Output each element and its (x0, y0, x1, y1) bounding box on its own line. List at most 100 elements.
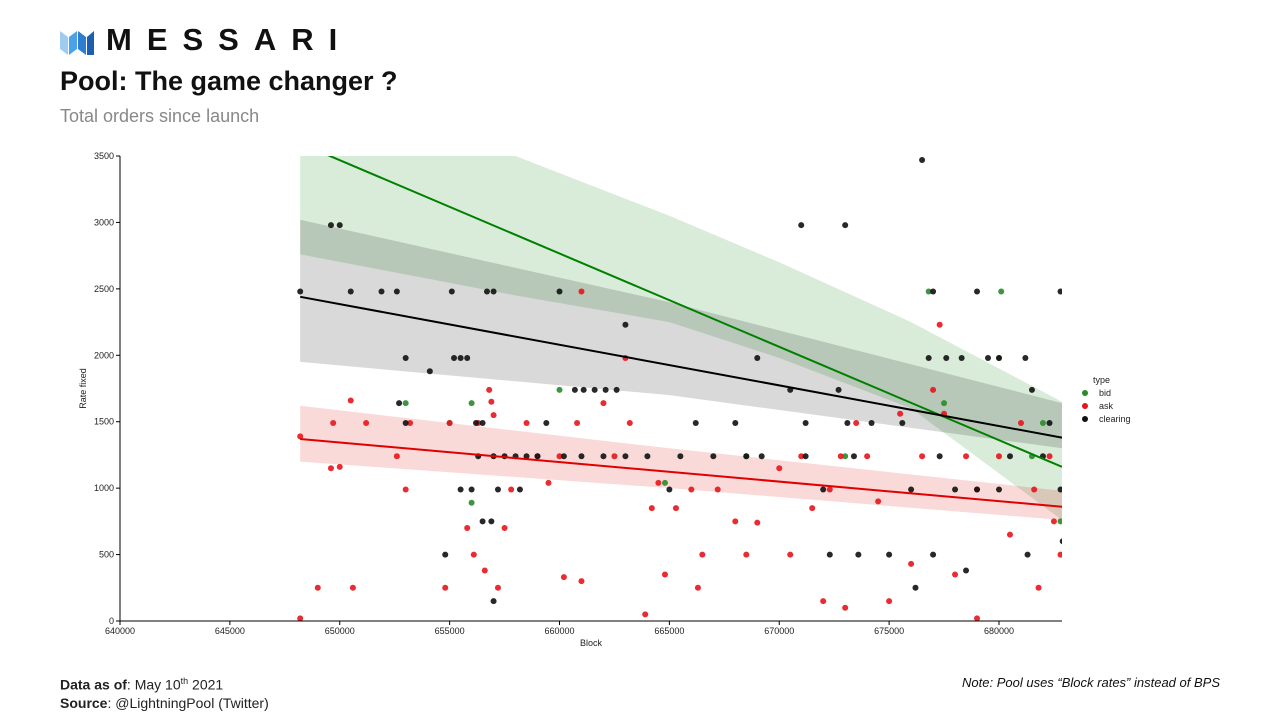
date-label: Data as of (60, 676, 127, 693)
x-tick-label: 665000 (654, 626, 684, 636)
point (600, 400, 607, 407)
point (974, 486, 981, 493)
legend-marker (1082, 416, 1088, 422)
point (850, 453, 857, 460)
point (448, 288, 455, 295)
title: Pool: The game changer ? (60, 66, 398, 96)
point (798, 453, 805, 460)
legend-label: ask (1099, 401, 1114, 411)
point (1039, 420, 1046, 427)
point (556, 386, 563, 393)
point (622, 321, 629, 328)
point (349, 584, 356, 591)
confidence-band (300, 156, 1062, 521)
point (835, 386, 842, 393)
x-axis-label: Block (580, 638, 603, 648)
point (297, 615, 304, 621)
legend-title: type (1093, 375, 1110, 385)
source: @LightningPool (Twitter) (115, 694, 269, 711)
point (472, 420, 479, 427)
point (758, 453, 765, 460)
y-tick-label: 500 (99, 550, 114, 560)
point (488, 518, 495, 525)
y-tick-label: 2500 (94, 284, 114, 294)
point (327, 465, 334, 472)
point (974, 288, 981, 295)
point (998, 288, 1005, 295)
point (963, 567, 970, 574)
point (754, 519, 761, 526)
point (754, 354, 761, 361)
y-tick-label: 3500 (94, 151, 114, 161)
point (1017, 420, 1024, 427)
point (327, 222, 334, 229)
point (314, 584, 321, 591)
point (378, 288, 385, 295)
point (442, 551, 449, 558)
point (490, 288, 497, 295)
point (925, 288, 932, 295)
point (545, 479, 552, 486)
point (930, 288, 937, 295)
point (802, 453, 809, 460)
point (591, 386, 598, 393)
point (677, 453, 684, 460)
point (330, 420, 337, 427)
date-year: 2021 (192, 676, 224, 693)
point (985, 354, 992, 361)
regression-line (300, 437, 1062, 508)
point (602, 386, 609, 393)
point (855, 551, 862, 558)
point (743, 453, 750, 460)
point (464, 525, 471, 531)
point (930, 551, 937, 558)
point (508, 486, 515, 493)
point (820, 598, 827, 605)
point (1057, 288, 1062, 295)
subtitle: Total orders since launch (60, 106, 260, 126)
point (936, 321, 943, 328)
point (1024, 551, 1031, 558)
point (925, 354, 932, 361)
point (930, 386, 937, 393)
point (666, 486, 673, 493)
point (402, 400, 409, 407)
plot-area (297, 156, 1062, 621)
point (297, 433, 304, 440)
point (908, 486, 915, 493)
point (868, 420, 875, 427)
logo: MESSARI (60, 22, 352, 58)
point (483, 288, 490, 295)
point (494, 584, 501, 591)
point (571, 386, 578, 393)
point (543, 420, 550, 427)
point (899, 420, 906, 427)
point (402, 354, 409, 361)
point (402, 420, 409, 427)
point (393, 453, 400, 460)
point (648, 505, 655, 512)
point (1028, 386, 1035, 393)
point (1031, 486, 1038, 493)
point (642, 611, 649, 618)
point (578, 453, 585, 460)
point (710, 453, 717, 460)
point (626, 420, 633, 427)
point (743, 551, 750, 558)
point (578, 578, 585, 585)
point (611, 453, 618, 460)
point (622, 453, 629, 460)
point (941, 400, 948, 407)
point (655, 479, 662, 486)
point (661, 479, 668, 486)
point (672, 505, 679, 512)
point (692, 420, 699, 427)
point (694, 584, 701, 591)
point (842, 453, 849, 460)
confidence-band (300, 219, 1062, 449)
point (488, 398, 495, 405)
point (490, 598, 497, 605)
point (912, 584, 919, 591)
point (732, 518, 739, 525)
